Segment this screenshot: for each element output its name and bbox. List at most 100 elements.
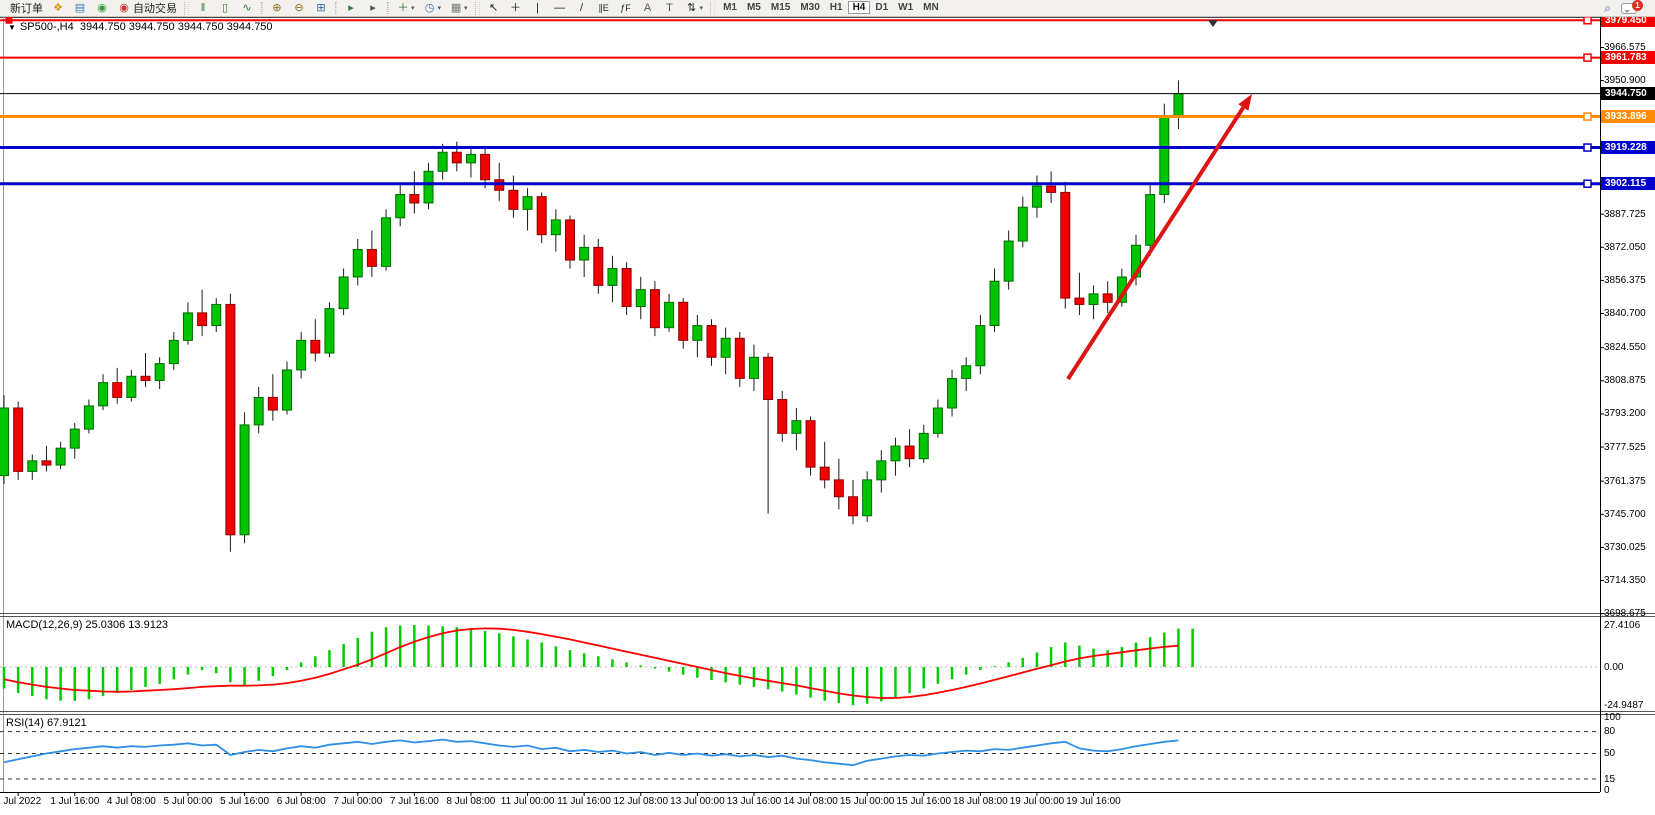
bull-candle (253, 396, 264, 426)
timeframe-d1[interactable]: D1 (875, 2, 889, 13)
new-order-button[interactable]: 新订单 (4, 1, 47, 16)
price-tick-label: 3761.375 (1604, 475, 1646, 487)
chevron-down-icon[interactable]: ▾ (437, 5, 442, 12)
vertical-line-button[interactable]: | (527, 1, 549, 16)
text-icon: A (643, 1, 652, 14)
timeframe-m15[interactable]: M15 (770, 2, 791, 13)
bear-candle (621, 268, 632, 308)
timeframe-mn[interactable]: MN (923, 2, 939, 13)
tile-windows-button[interactable]: ⊞ (310, 1, 332, 16)
trend-arrow (1066, 94, 1252, 381)
zoom-in-button[interactable]: ⊕ (266, 1, 288, 16)
ticket-button[interactable]: ❖ (47, 1, 69, 16)
bear-candle (565, 219, 575, 261)
bear-candle (819, 466, 830, 481)
bear-candle (267, 396, 278, 411)
timeframe-h1[interactable]: H1 (829, 2, 843, 13)
bull-candle (791, 420, 802, 434)
bull-candle (1173, 93, 1184, 117)
horizontal-line-button[interactable]: — (549, 1, 571, 16)
price-tick-label: 3698.675 (1604, 608, 1646, 620)
bar-chart-button[interactable]: ‖ (192, 1, 214, 16)
arrow-shaft (1066, 106, 1246, 381)
templates-button[interactable]: ▦ ▾ (445, 1, 472, 16)
timeframe-h4[interactable]: H4 (847, 1, 871, 14)
notification-icon[interactable]: 1 (1621, 0, 1643, 14)
time-axis-label: 1 Jul 16:00 (50, 796, 100, 807)
fibonacci-button[interactable]: ƒF (615, 1, 637, 16)
line-endpoint-marker (1583, 112, 1592, 121)
chevron-down-icon[interactable]: ▾ (411, 5, 415, 12)
timeframe-m5[interactable]: M5 (746, 2, 761, 13)
price-tick-label: 3966.575 (1604, 42, 1646, 53)
price-tick-label: 3950.900 (1604, 75, 1646, 87)
trendline-button[interactable]: / (571, 1, 593, 16)
bull-candle (876, 460, 887, 481)
arrows-button[interactable]: ⇅ ▾ (681, 1, 708, 16)
toolbar-separator (261, 1, 263, 14)
macd-scale-label: 27.4106 (1604, 619, 1641, 631)
bear-candle (508, 189, 519, 210)
auto-scroll-icon: ▸ (348, 1, 354, 14)
bear-candle (805, 420, 816, 468)
new-chart-icon: ＋ (397, 1, 409, 14)
bull-candle (961, 365, 972, 379)
new-chart-button[interactable]: ＋ ▾ (392, 1, 419, 16)
cursor-button[interactable]: ↖ (483, 1, 505, 16)
timeframe-w1[interactable]: W1 (898, 2, 914, 13)
equidistant-channel-button[interactable]: ∥E (593, 1, 615, 16)
chart-canvas[interactable] (0, 17, 1655, 815)
zoom-in-icon: ⊕ (272, 1, 282, 14)
horizontal-lines (0, 17, 1600, 188)
period-clock-button[interactable]: ◷ ▾ (419, 1, 446, 16)
candlestick-chart-button[interactable]: ▯ (214, 1, 236, 16)
bull-candle (720, 337, 731, 358)
chart-symbol-title: SP500-,H4 (19, 21, 74, 33)
label-button[interactable]: T (659, 1, 681, 16)
text-button[interactable]: A (637, 1, 659, 16)
market-watch-button[interactable]: ▤ (69, 1, 91, 16)
time-axis-label: 18 Jul 08:00 (953, 796, 1008, 807)
candlesticks (0, 80, 1184, 552)
toolbar-right: ⌕ 1 (1604, 0, 1651, 16)
bull-candle (1003, 240, 1014, 282)
timeframe-buttons: M1 M5 M15 M30 H1 H4 D1 W1 MN (718, 1, 944, 15)
auto-scroll-button[interactable]: ▸ (340, 1, 362, 16)
time-axis-label: 5 Jul 16:00 (220, 796, 270, 807)
zoom-out-button[interactable]: ⊖ (288, 1, 310, 16)
auto-trading-button[interactable]: ◉ 自动交易 (113, 1, 181, 16)
bull-candle (0, 407, 9, 477)
toolbar-draw-tools: ↖ ＋ | — / ∥E ƒF A T ⇅ ▾ (483, 1, 708, 16)
horizontal-line-icon: — (554, 1, 566, 14)
time-axis-label: 19 Jul 16:00 (1066, 796, 1121, 807)
bull-candle (1031, 185, 1042, 208)
chevron-down-icon[interactable]: ▾ (699, 5, 704, 12)
timeframe-m30[interactable]: M30 (800, 2, 820, 13)
chart-collapse-icon[interactable]: ▼ (8, 23, 16, 32)
bear-candle (451, 151, 462, 164)
main-toolbar: 新订单 ❖ ▤ ◉ ◉ 自动交易 ‖ ▯ ∿ ⊕ ⊖ ⊞ ▸ ▸ ＋ ▾ ◷ ▾ ▦ ▾ ↖ ＋ | — / ∥E ƒF A… (0, 0, 1655, 17)
signal-button[interactable]: ◉ (91, 1, 113, 16)
time-axis-label: 4 Jul 08:00 (106, 796, 156, 807)
bear-candle (593, 246, 604, 286)
bear-candle (1102, 293, 1113, 303)
bull-candle (947, 377, 958, 409)
equidistant-channel-icon: ∥E (598, 2, 609, 13)
bull-candle (748, 356, 759, 379)
timeframe-m1[interactable]: M1 (723, 2, 737, 13)
crosshair-button[interactable]: ＋ (505, 1, 527, 16)
line-endpoint-marker (1583, 17, 1592, 25)
bull-candle (579, 246, 590, 261)
bear-candle (480, 153, 491, 181)
chevron-down-icon[interactable]: ▾ (464, 5, 468, 12)
price-tick-label: 3872.050 (1604, 241, 1646, 253)
chart-window[interactable]: ▼ SP500-,H4 3944.750 3944.750 3944.750 39… (0, 13, 1655, 815)
price-tick-label: 3887.725 (1604, 208, 1646, 220)
bull-candle (522, 196, 533, 210)
line-chart-button[interactable]: ∿ (236, 1, 258, 16)
chart-shift-button[interactable]: ▸ (362, 1, 384, 16)
search-icon[interactable]: ⌕ (1604, 0, 1611, 15)
price-tick-label: 3714.350 (1604, 575, 1646, 587)
bear-candle (649, 289, 660, 329)
bull-candle (27, 460, 38, 472)
